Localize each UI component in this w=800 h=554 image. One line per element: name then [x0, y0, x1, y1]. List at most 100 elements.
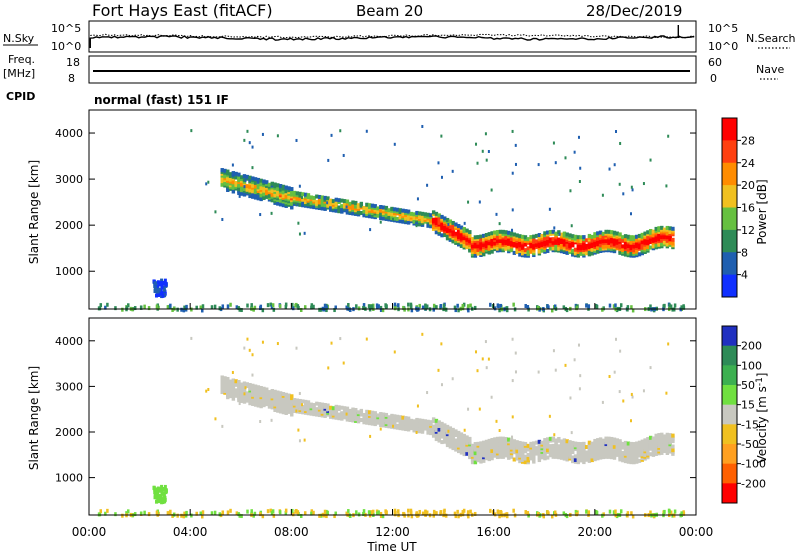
power-cell	[523, 253, 528, 258]
power-cell	[598, 230, 603, 235]
power-cell	[416, 197, 419, 201]
velocity-cell	[534, 446, 539, 451]
velocity-cell	[635, 448, 639, 453]
velocity-cell	[454, 514, 457, 519]
power-cell	[643, 231, 647, 236]
velocity-cell	[543, 448, 547, 453]
velocity-cell	[284, 392, 288, 397]
velocity-cell	[451, 427, 455, 432]
power-cell	[195, 305, 198, 310]
velocity-cell	[292, 398, 297, 403]
velocity-cell	[290, 394, 294, 399]
power-colorbar-swatch	[722, 229, 737, 253]
nsearch-tick-top: 10^5	[708, 22, 738, 35]
velocity-cell	[478, 407, 481, 411]
power-cell	[362, 305, 365, 310]
velocity-cell	[221, 424, 224, 428]
velocity-cell	[163, 484, 167, 489]
power-cell	[406, 209, 411, 214]
velocity-colorbar-tick-label: -15	[741, 418, 759, 431]
power-cell	[635, 238, 639, 243]
velocity-cell	[663, 509, 666, 514]
velocity-cell	[357, 512, 361, 517]
power-cell	[412, 212, 416, 217]
x-tick-label: 08:00	[274, 525, 309, 539]
velocity-cell	[159, 494, 163, 499]
power-cell	[601, 244, 606, 249]
velocity-cell	[552, 349, 555, 353]
power-colorbar-swatch	[722, 274, 737, 298]
velocity-cell	[680, 511, 683, 516]
power-cell	[379, 307, 383, 312]
freq-label: Freq.	[8, 53, 35, 66]
velocity-cell	[584, 450, 589, 455]
power-cell	[515, 249, 519, 254]
power-cell	[133, 306, 137, 311]
velocity-cell	[393, 350, 396, 354]
velocity-cell	[424, 510, 427, 515]
power-cell	[256, 194, 261, 199]
velocity-cell	[507, 444, 511, 449]
power-cell	[534, 239, 539, 244]
power-cell	[229, 302, 232, 307]
velocity-cell	[587, 457, 592, 462]
power-cell	[671, 307, 674, 312]
velocity-cell	[554, 368, 557, 372]
power-cell	[619, 141, 622, 145]
velocity-cell	[315, 401, 319, 406]
power-cell	[334, 197, 338, 202]
power-cell	[376, 213, 380, 218]
velocity-cell	[660, 432, 664, 437]
velocity-colorbar-label: Velocity [m s-1]	[755, 373, 769, 464]
velocity-cell	[484, 439, 489, 444]
power-cell	[153, 281, 157, 286]
velocity-cell	[259, 393, 263, 398]
power-cell	[493, 230, 497, 235]
power-cell	[379, 305, 383, 310]
velocity-cell	[195, 511, 198, 516]
velocity-cell	[618, 450, 622, 455]
power-cell	[423, 212, 428, 217]
velocity-cell	[649, 366, 652, 370]
velocity-cell	[253, 391, 258, 396]
velocity-cell	[259, 420, 262, 424]
velocity-cell	[465, 435, 469, 440]
power-cell	[590, 247, 594, 252]
velocity-cell	[668, 433, 672, 438]
power-cell	[201, 308, 204, 313]
power-cell	[630, 185, 633, 189]
power-cell	[334, 305, 337, 310]
velocity-cell	[160, 491, 164, 496]
velocity-cell	[303, 399, 308, 404]
power-cell	[245, 187, 249, 192]
power-cell	[340, 207, 344, 212]
velocity-cell	[322, 513, 326, 518]
power-cell	[562, 238, 567, 243]
power-cell	[584, 243, 589, 248]
velocity-cell	[301, 403, 304, 407]
power-cell	[121, 307, 124, 312]
power-cell	[610, 230, 614, 235]
power-cell	[238, 307, 242, 312]
power-cell	[454, 222, 458, 227]
velocity-cell	[495, 445, 500, 450]
power-cell	[635, 234, 639, 239]
power-colorbar: 4 8 12 16 20 24 28	[721, 117, 755, 298]
velocity-cell	[253, 395, 258, 400]
velocity-cell	[448, 426, 453, 431]
velocity-cell	[379, 412, 383, 417]
velocity-cell	[342, 411, 347, 416]
power-cell	[278, 198, 283, 203]
power-cell	[231, 189, 236, 194]
power-cell	[261, 132, 264, 136]
velocity-cell	[546, 510, 549, 515]
velocity-cell	[133, 512, 137, 517]
velocity-cell	[495, 419, 498, 423]
power-cell	[256, 177, 261, 182]
velocity-cell	[495, 436, 500, 441]
power-cell	[384, 205, 389, 210]
power-cell	[278, 304, 282, 309]
power-cell	[550, 308, 554, 313]
velocity-cell	[621, 441, 625, 446]
power-cell	[369, 228, 372, 232]
